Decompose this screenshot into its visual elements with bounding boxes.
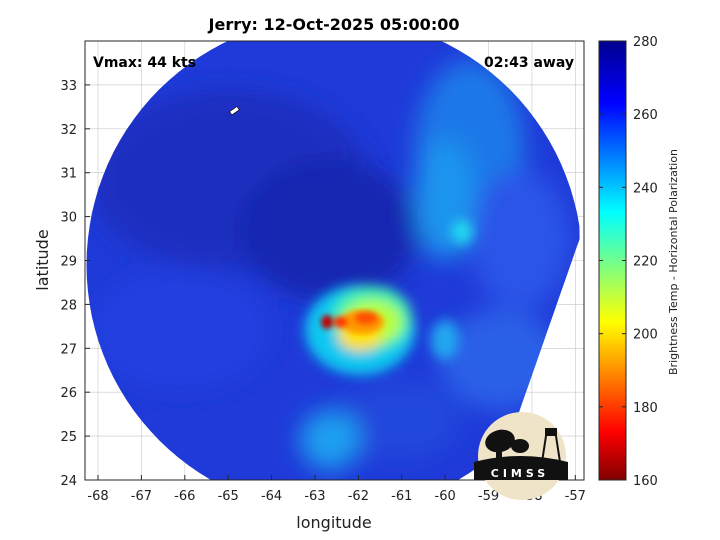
x-tick-label: -67	[131, 489, 152, 504]
colorbar-tick-label: 200	[633, 328, 658, 343]
colorbar-tick-label: 220	[633, 255, 658, 270]
x-tick-label: -64	[261, 489, 282, 504]
x-tick-label: -68	[87, 489, 108, 504]
colorbar-tick-label: 260	[633, 108, 658, 123]
y-tick-label: 26	[60, 386, 77, 401]
y-axis-ticks: 24 25 26 27 28 29 30 31 32 33	[60, 79, 90, 489]
colorbar-ticks: 160 180 200 220 240 260 280	[599, 35, 658, 489]
swath-texture	[90, 60, 570, 470]
x-tick-label: -65	[218, 489, 239, 504]
colorbar-label: Brightness Temp - Horizontal Polarizatio…	[667, 149, 680, 375]
y-tick-label: 30	[60, 211, 77, 226]
x-tick-label: -66	[174, 489, 195, 504]
time-offset-annotation: 02:43 away	[484, 55, 574, 71]
y-axis-label: latitude	[33, 229, 52, 290]
x-axis-label: longitude	[296, 513, 371, 532]
x-tick-label: -59	[478, 489, 499, 504]
x-tick-label: -63	[304, 489, 325, 504]
x-tick-label: -57	[565, 489, 586, 504]
y-tick-label: 31	[60, 167, 77, 182]
colorbar-tick-label: 240	[633, 181, 658, 196]
logo-text: CIMSS	[491, 467, 549, 480]
y-tick-label: 28	[60, 298, 77, 313]
y-tick-label: 27	[60, 342, 77, 357]
x-axis-ticks: -68-67-66-65-64-63-62-61-60-59-58-57	[87, 475, 586, 504]
x-tick-label: -62	[348, 489, 369, 504]
colorbar-tick-label: 180	[633, 401, 658, 416]
storm-core	[321, 310, 384, 334]
colorbar-tick-label: 280	[633, 35, 658, 50]
y-tick-label: 25	[60, 430, 77, 445]
y-tick-label: 29	[60, 255, 77, 270]
y-tick-label: 32	[60, 123, 77, 138]
land-outline	[229, 106, 240, 116]
chart-title: Jerry: 12-Oct-2025 05:00:00	[208, 15, 460, 34]
y-tick-label: 24	[60, 474, 77, 489]
vmax-annotation: Vmax: 44 kts	[93, 55, 196, 71]
x-tick-label: -61	[391, 489, 412, 504]
colorbar-tick-label: 160	[633, 474, 658, 489]
colorbar	[598, 40, 627, 481]
y-tick-label: 33	[60, 79, 77, 94]
cimss-logo: CIMSS	[474, 412, 568, 500]
brightness-temp-swath	[86, 41, 580, 480]
x-tick-label: -60	[435, 489, 456, 504]
